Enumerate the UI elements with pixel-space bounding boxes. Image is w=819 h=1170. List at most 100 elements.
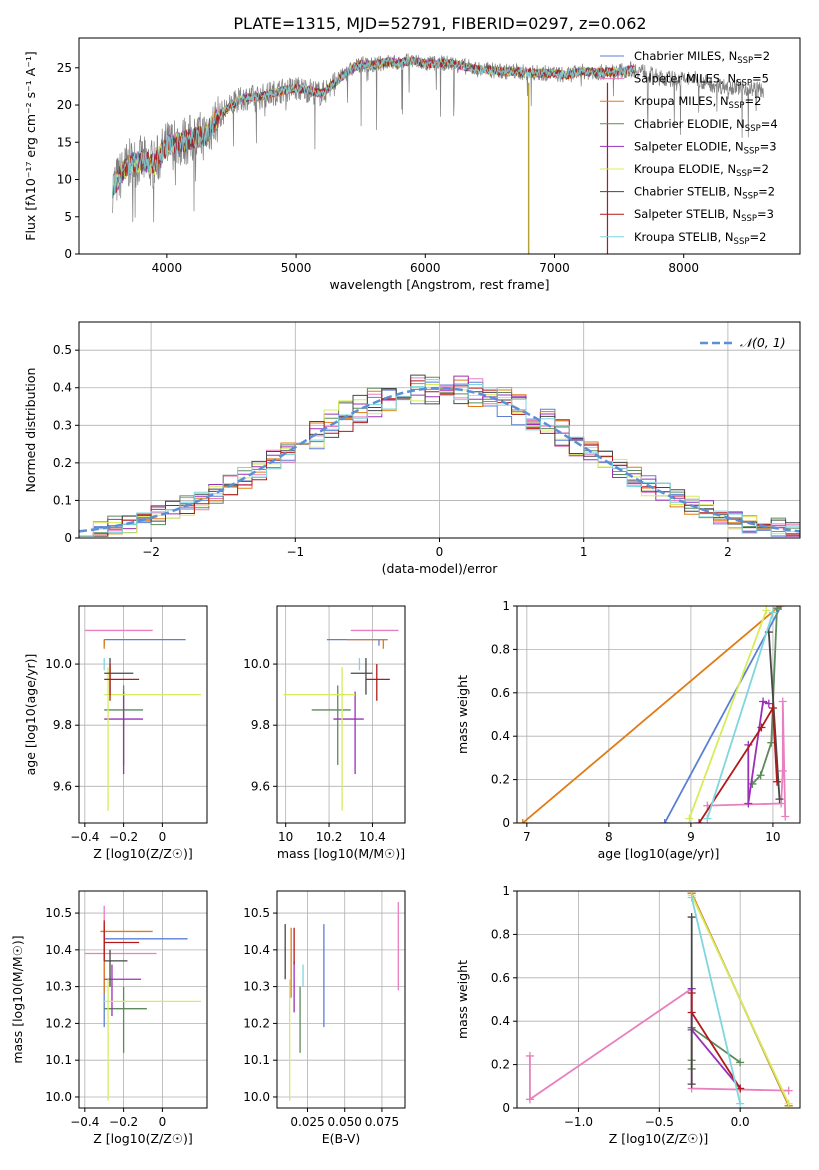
mass_vs_EBV-axes: 0.025 0.050 0.075 10.0 10.1 10.2 10.3 10.4 10.5 E…: [243, 890, 406, 1146]
x-tick-label: 0: [159, 830, 167, 844]
legend-entry: Chabrier MILES, NSSP=2: [634, 49, 770, 66]
y-tick-label: 10.0: [45, 657, 72, 671]
plot-area: [112, 53, 765, 254]
mass-weight-series: [690, 897, 742, 1104]
model-spectrum: [112, 56, 636, 199]
x-tick-label: 7000: [539, 261, 570, 275]
x-tick-label: 0.050: [328, 1115, 362, 1129]
plot-area: [284, 902, 399, 1101]
y-tick-label: 10.1: [45, 1053, 72, 1067]
y-tick-label: 10: [57, 173, 72, 187]
y-tick-label: 0.8: [491, 642, 510, 656]
data-marker: [764, 699, 773, 708]
x-axis-label: Z [log10(Z/Z☉)]: [93, 1131, 193, 1146]
y-tick-label: 15: [57, 135, 72, 149]
y-tick-label: 10.0: [45, 1090, 72, 1104]
y-tick-label: 10.2: [243, 1016, 270, 1030]
legend-entry: Salpeter ELODIE, NSSP=3: [634, 139, 777, 156]
data-marker: [525, 1051, 534, 1060]
y-tick-label: 0.5: [53, 343, 72, 357]
y-tick-label: 10.0: [243, 657, 270, 671]
x-tick-label: −0.5: [645, 1115, 674, 1129]
y-tick-label: 0: [502, 816, 510, 830]
y-tick-label: 0.3: [53, 418, 72, 432]
x-tick-label: 4000: [152, 261, 183, 275]
axes-frame: [276, 890, 406, 1109]
data-marker: [777, 606, 786, 610]
legend-sub: SSP: [744, 146, 760, 156]
legend-value: =2: [752, 162, 769, 176]
x-tick-label: 10: [278, 830, 293, 844]
y-axis-label: Flux [fλ10⁻¹⁷ erg cm⁻² s⁻¹ A⁻¹]: [23, 51, 38, 240]
data-marker: [784, 1086, 793, 1095]
legend-entry: Salpeter MILES, NSSP=5: [634, 72, 769, 89]
age_vs_Z-axes: −0.4 −0.2 0 9.6 9.8 10.0 Z [log10(Z/Z☉)] age [l…: [23, 605, 208, 861]
mass-weight-series: [688, 609, 768, 820]
legend-text: Salpeter MILES, N: [634, 72, 736, 86]
plot-area: [518, 606, 790, 823]
legend-entry: Kroupa MILES, NSSP=2: [634, 94, 761, 111]
x-tick-label: 0: [436, 545, 444, 559]
x-tick-label: 9: [687, 830, 695, 844]
data-marker: [778, 766, 787, 775]
axes-frame: [516, 890, 801, 1109]
legend-text: Kroupa ELODIE, N: [634, 162, 736, 176]
axes-frame: [78, 37, 801, 255]
y-axis-label: mass weight: [455, 960, 470, 1039]
y-tick-label: 0.2: [53, 456, 72, 470]
mass-weight-series: [663, 606, 782, 823]
gaussian-curve: [79, 386, 800, 533]
x-tick-label: 2: [724, 545, 732, 559]
data-marker: [781, 812, 790, 821]
figure-title: PLATE=1315, MJD=52791, FIBERID=0297, z=0…: [233, 14, 646, 33]
data-marker: [773, 777, 782, 786]
y-axis-label: mass weight: [455, 675, 470, 754]
x-tick-label: 10.2: [316, 830, 343, 844]
y-tick-label: 10.3: [243, 980, 270, 994]
data-marker: [687, 1008, 696, 1017]
legend-value: =5: [752, 72, 769, 86]
y-tick-label: 10.0: [243, 1090, 270, 1104]
legend-text: Salpeter STELIB, N: [634, 207, 741, 221]
data-marker: [756, 771, 765, 780]
x-tick-label: 0.0: [731, 1115, 750, 1129]
y-tick-label: 1: [502, 884, 510, 898]
data-marker: [757, 723, 766, 732]
x-tick-label: 10.4: [359, 830, 386, 844]
mass-weight-series: [698, 704, 778, 823]
legend-sub: SSP: [729, 101, 745, 111]
axes-frame: [78, 605, 208, 824]
mass-weight-series: [690, 894, 790, 1105]
legend-entry: Kroupa ELODIE, NSSP=2: [634, 162, 769, 179]
panel-axes: −2 −1 0 1 2 0 0.1 0.2 0.3 0.4 0.5 (data-model)/erro…: [23, 321, 801, 576]
data-marker: [695, 819, 704, 823]
x-axis-label: Z [log10(Z/Z☉)]: [93, 846, 193, 861]
x-tick-label: −0.2: [109, 1115, 138, 1129]
histogram-series: [79, 379, 800, 537]
data-marker: [773, 606, 782, 613]
y-tick-label: 0.4: [491, 1014, 510, 1028]
x-tick-label: 0: [159, 1115, 167, 1129]
x-axis-label: mass [log10(M/M☉)]: [277, 846, 405, 861]
y-tick-label: 25: [57, 61, 72, 75]
data-marker: [762, 606, 771, 615]
data-marker: [687, 988, 696, 997]
y-axis-label: mass [log10(M/M☉)]: [10, 935, 25, 1063]
y-tick-label: 20: [57, 98, 72, 112]
data-marker: [759, 697, 768, 706]
x-tick-label: −0.4: [70, 1115, 99, 1129]
legend-sub: SSP: [741, 214, 757, 224]
x-axis-label: (data-model)/error: [382, 561, 499, 576]
legend-value: =3: [760, 139, 777, 153]
data-marker: [775, 795, 784, 804]
legend-sub: SSP: [734, 237, 750, 247]
plot-area: [84, 629, 202, 811]
legend-sub: SSP: [736, 169, 752, 179]
data-marker: [687, 1080, 696, 1089]
y-tick-label: 10.3: [45, 980, 72, 994]
x-axis-label: wavelength [Angstrom, rest frame]: [329, 277, 549, 292]
data-marker: [687, 893, 696, 902]
plot-area: [283, 629, 399, 811]
x-tick-label: −2: [142, 545, 160, 559]
x-tick-label: 8000: [668, 261, 699, 275]
